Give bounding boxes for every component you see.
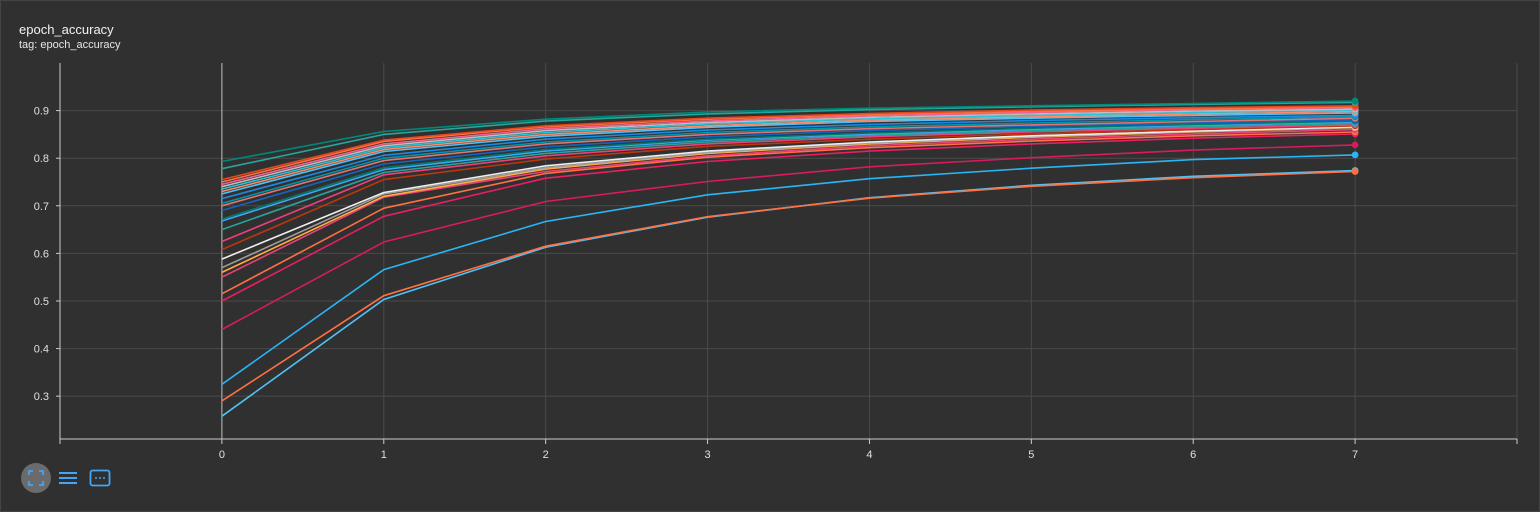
series-line[interactable] xyxy=(221,126,1356,260)
fit-domain-button[interactable] xyxy=(21,463,51,493)
series-end-dot[interactable] xyxy=(1351,97,1359,105)
series-line[interactable] xyxy=(221,125,1356,251)
series-line[interactable] xyxy=(221,114,1356,200)
series-line[interactable] xyxy=(221,117,1356,207)
y-tick-label: 0.4 xyxy=(34,344,49,356)
series-line[interactable] xyxy=(221,120,1356,220)
y-tick-label: 0.7 xyxy=(34,201,49,213)
series-line[interactable] xyxy=(221,105,1356,181)
reset-view-button[interactable] xyxy=(85,463,115,493)
dotted-frame-icon xyxy=(89,469,111,487)
expand-icon xyxy=(28,470,44,486)
series-line[interactable] xyxy=(221,118,1356,212)
x-tick-label: 4 xyxy=(866,449,872,461)
series-end-dot[interactable] xyxy=(1351,168,1359,175)
series-end-markers xyxy=(1351,97,1359,175)
series-line[interactable] xyxy=(221,133,1356,302)
chart-title: epoch_accuracy xyxy=(19,22,114,37)
series-line[interactable] xyxy=(221,128,1356,278)
y-tick-label: 0.9 xyxy=(34,106,49,118)
y-tick-label: 0.6 xyxy=(34,248,49,260)
series-line[interactable] xyxy=(221,108,1356,188)
x-tick-label: 0 xyxy=(219,449,225,461)
x-tick-label: 7 xyxy=(1352,449,1358,461)
series-line[interactable] xyxy=(221,121,1356,222)
series-line[interactable] xyxy=(221,170,1356,402)
series-line[interactable] xyxy=(221,100,1356,163)
x-tick-label: 1 xyxy=(381,449,387,461)
series-line[interactable] xyxy=(221,110,1356,193)
chart-tag: tag: epoch_accuracy xyxy=(19,39,121,51)
series-end-dot[interactable] xyxy=(1351,141,1359,149)
series-line[interactable] xyxy=(221,109,1356,190)
series-line[interactable] xyxy=(221,122,1356,231)
y-tick-label: 0.8 xyxy=(34,153,49,165)
series-line[interactable] xyxy=(221,112,1356,195)
series-line[interactable] xyxy=(221,116,1356,205)
series-line[interactable] xyxy=(221,154,1356,385)
x-tick-label: 2 xyxy=(543,449,549,461)
series-line[interactable] xyxy=(221,106,1356,186)
list-icon xyxy=(59,472,77,484)
y-tick-label: 0.3 xyxy=(34,391,49,403)
series-end-dot[interactable] xyxy=(1351,151,1359,159)
series-line[interactable] xyxy=(221,144,1356,331)
x-tick-label: 6 xyxy=(1190,449,1196,461)
x-tick-label: 5 xyxy=(1028,449,1034,461)
series-line[interactable] xyxy=(221,106,1356,183)
axes: 0.3 0.4 0.5 0.6 0.7 0.8 0.9 0 1 2 3 4 5 6 7 xyxy=(34,63,1518,461)
log-scale-button[interactable] xyxy=(53,463,83,493)
series-line[interactable] xyxy=(221,131,1356,295)
y-tick-label: 0.5 xyxy=(34,296,49,308)
series-line[interactable] xyxy=(221,124,1356,243)
series-lines xyxy=(221,100,1356,417)
series-line[interactable] xyxy=(221,101,1356,170)
x-tick-label: 3 xyxy=(704,449,710,461)
